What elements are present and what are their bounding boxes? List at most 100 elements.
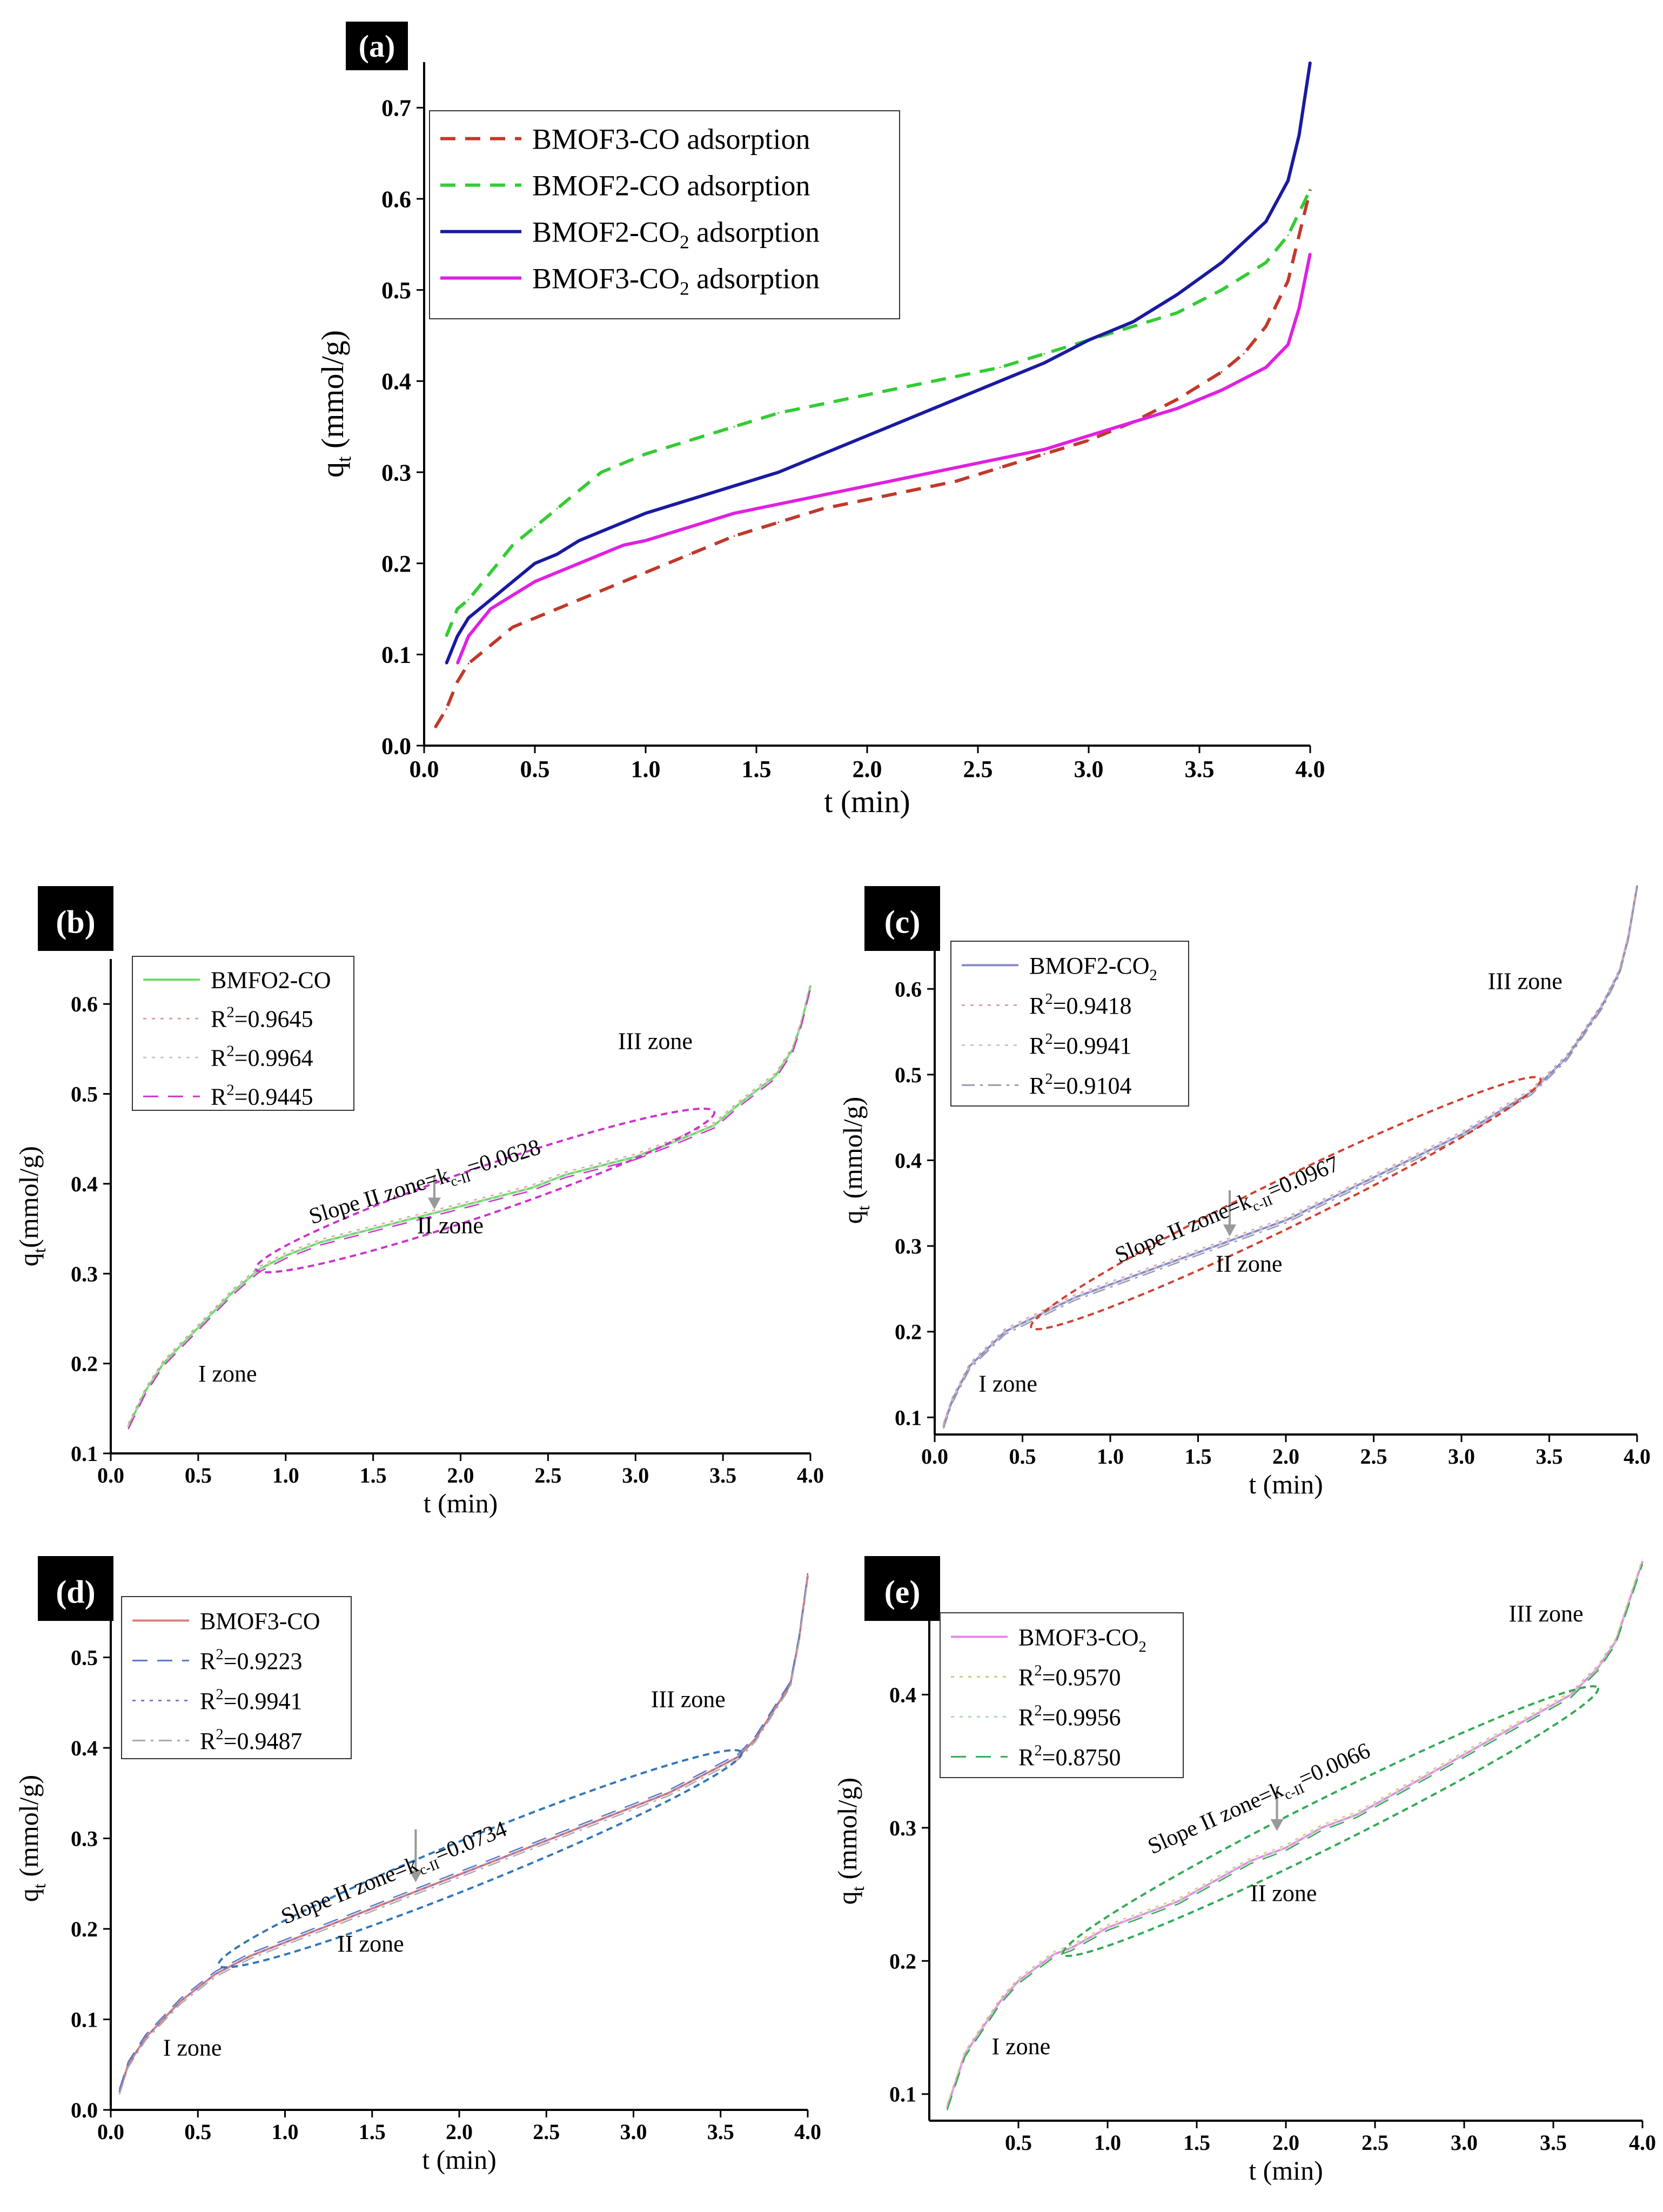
series-line-1 [433, 189, 1312, 728]
data-point [1265, 262, 1267, 264]
y-tick-label: 0.2 [381, 551, 411, 577]
data-point [457, 608, 458, 610]
data-point [910, 417, 913, 419]
chart-panel-e: (e) 0.5 1.0 1.5 2.0 2.5 3.0 3.5 4.0 0.1 0.2 0.3 0.4 t… [832, 1556, 1656, 2186]
data-point [866, 485, 868, 487]
x-tick-label: 1.5 [359, 2120, 386, 2144]
data-point [529, 1187, 532, 1189]
x-tick-label: 0.0 [410, 756, 439, 782]
data-point [822, 507, 824, 510]
data-point [1265, 325, 1267, 327]
zone-label-1: I zone [198, 1360, 257, 1387]
data-point [689, 553, 691, 555]
panel-label-box [346, 22, 408, 70]
legend-entry: BMFO2-CO [211, 967, 331, 994]
data-point [1287, 344, 1289, 346]
data-point [1243, 353, 1245, 355]
legend-box [950, 941, 1189, 1107]
y-axis-label: qt (mmol/g) [832, 1778, 868, 1905]
data-point [1636, 885, 1638, 887]
panel-label-box [864, 886, 940, 951]
x-tick-label: 2.0 [853, 756, 882, 782]
data-point [578, 490, 580, 492]
data-point [556, 572, 558, 574]
x-tick-label: 0.5 [1009, 1444, 1036, 1469]
y-tick-label: 0.1 [889, 2082, 916, 2107]
data-point [645, 540, 647, 541]
arrow-head-icon [409, 1870, 423, 1882]
data-point [1176, 398, 1178, 400]
data-point [467, 635, 470, 638]
y-tick-label: 0.4 [895, 1149, 922, 1173]
y-tick-label: 0.2 [71, 1917, 98, 1941]
data-point [645, 572, 647, 574]
data-point [1022, 1322, 1023, 1324]
x-tick-label: 3.5 [1536, 1444, 1563, 1469]
data-point [600, 553, 602, 555]
data-point [354, 1232, 357, 1234]
data-point [1392, 1793, 1394, 1795]
x-tick-label: 1.5 [742, 756, 772, 782]
y-tick-label: 0.4 [71, 1172, 98, 1196]
slope-annotation: Slope II zone=kc-II=0.0734 [278, 1816, 512, 1932]
x-tick-label: 4.0 [797, 1463, 824, 1487]
data-point [733, 535, 735, 537]
data-point [955, 376, 957, 378]
zone-label-1: I zone [978, 1371, 1037, 1397]
zone-ii-ellipse [1062, 1685, 1599, 1958]
fit-line-3 [946, 1564, 1644, 2110]
data-point [445, 662, 447, 665]
x-tick-label: 2.0 [447, 1463, 474, 1487]
series-line-3 [445, 62, 1312, 665]
zone-label-3: III zone [1488, 968, 1563, 994]
zone-ii-ellipse [254, 1107, 716, 1273]
x-tick-label: 4.0 [794, 2120, 821, 2144]
x-axis-label: t (min) [422, 2144, 496, 2175]
zone-label-3: III zone [1509, 1600, 1584, 1627]
x-tick-label: 3.0 [1448, 1444, 1475, 1469]
x-tick-label: 1.0 [631, 756, 661, 782]
x-tick-label: 1.5 [1185, 1444, 1212, 1469]
data-point [1460, 1134, 1463, 1136]
data-point [284, 1941, 286, 1943]
zone-label-2: II zone [1250, 1880, 1317, 1906]
data-point [534, 526, 536, 528]
data-point [600, 531, 602, 533]
data-point [445, 635, 447, 638]
data-point [600, 589, 602, 592]
x-tick-label: 3.0 [1451, 2130, 1478, 2155]
chart-panel-c: (c) 0.0 0.5 1.0 1.5 2.0 2.5 3.0 3.5 4.0 0.1 0.2 0.3 0… [837, 883, 1651, 1499]
data-point [866, 499, 868, 501]
data-point [489, 599, 492, 601]
y-axis-label: qt(mmol/g) [14, 1146, 50, 1266]
data-point [1142, 1913, 1144, 1915]
data-point [1496, 1112, 1498, 1114]
data-point [556, 507, 558, 510]
data-point [1320, 1202, 1322, 1204]
data-point [999, 366, 1001, 368]
x-tick-label: 2.0 [1272, 2130, 1299, 2155]
legend-entry: BMOF2-CO adsorption [532, 170, 810, 202]
data-point [1584, 1031, 1585, 1033]
data-point [1132, 321, 1134, 323]
panel-label-box [864, 1556, 940, 1621]
x-tick-label: 0.0 [97, 1463, 124, 1487]
x-tick-label: 0.5 [520, 756, 550, 782]
data-point [1176, 407, 1178, 410]
data-point [457, 662, 458, 665]
data-point [622, 521, 625, 524]
panel-label: (a) [359, 29, 395, 64]
x-axis-label: t (min) [1249, 1469, 1323, 1499]
x-tick-label: 3.5 [709, 1463, 736, 1487]
x-tick-label: 1.5 [1183, 2130, 1210, 2155]
data-point [512, 544, 514, 546]
data-point [534, 562, 536, 565]
data-point [1287, 179, 1289, 182]
data-point [445, 708, 447, 710]
x-tick-label: 2.5 [533, 2120, 560, 2144]
y-axis-label: qt (mmol/g) [837, 1097, 874, 1224]
y-tick-label: 0.4 [889, 1683, 916, 1707]
x-tick-label: 4.0 [1629, 2130, 1656, 2155]
fit-line-1 [128, 983, 812, 1424]
data-point [910, 490, 913, 492]
